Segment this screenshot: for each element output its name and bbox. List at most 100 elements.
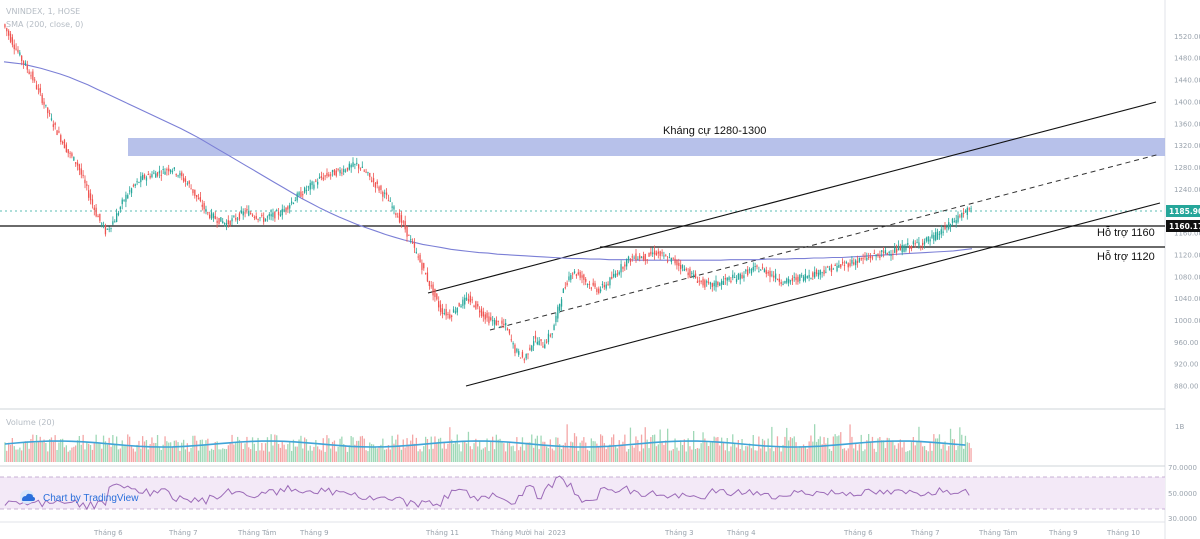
volume-bar bbox=[650, 437, 652, 462]
candle-body bbox=[968, 208, 970, 210]
volume-bar bbox=[264, 443, 267, 462]
volume-bar bbox=[358, 440, 360, 462]
candle-body bbox=[940, 229, 942, 235]
volume-bar bbox=[143, 441, 146, 462]
volume-bar bbox=[76, 440, 79, 462]
volume-bar bbox=[551, 448, 553, 462]
volume-bar bbox=[519, 446, 522, 462]
candle-body bbox=[350, 164, 352, 168]
volume-bar bbox=[4, 442, 6, 462]
candle-body bbox=[17, 49, 19, 53]
candle-body bbox=[209, 214, 211, 218]
volume-bar bbox=[678, 450, 680, 462]
candle-body bbox=[242, 211, 244, 216]
candle-body bbox=[49, 113, 51, 115]
volume-bar bbox=[495, 434, 497, 462]
candle-body bbox=[326, 172, 328, 176]
volume-bar bbox=[73, 446, 75, 462]
candle-body bbox=[190, 188, 192, 190]
candle-body bbox=[936, 231, 939, 240]
candle-body bbox=[119, 207, 121, 210]
candle-body bbox=[320, 176, 322, 178]
candle-body bbox=[873, 253, 875, 254]
candle-body bbox=[134, 184, 136, 186]
candle-body bbox=[471, 299, 473, 301]
volume-axis-label: 1B bbox=[1175, 423, 1184, 431]
volume-bar bbox=[130, 446, 133, 462]
volume-bar bbox=[635, 436, 637, 462]
candle-body bbox=[52, 124, 54, 127]
volume-bar bbox=[505, 451, 507, 462]
candle-body bbox=[812, 272, 814, 277]
candle-body bbox=[6, 28, 8, 32]
candle-body bbox=[412, 242, 414, 244]
volume-bar bbox=[244, 443, 246, 462]
tradingview-watermark[interactable]: Chart by TradingView bbox=[20, 490, 139, 504]
candle-body bbox=[929, 239, 931, 242]
volume-bar bbox=[538, 449, 540, 462]
volume-bar bbox=[294, 446, 296, 462]
volume-bar bbox=[685, 451, 687, 462]
volume-bar bbox=[838, 435, 840, 462]
candle-body bbox=[588, 283, 591, 285]
candle-body bbox=[432, 284, 434, 296]
candle-body bbox=[344, 170, 347, 172]
volume-bar bbox=[197, 450, 200, 462]
volume-bar bbox=[821, 444, 823, 462]
candle-body bbox=[464, 297, 466, 305]
volume-bar bbox=[659, 429, 661, 462]
volume-bar bbox=[665, 440, 667, 462]
volume-bar bbox=[102, 435, 105, 462]
volume-bar bbox=[181, 442, 183, 462]
time-axis[interactable]: Tháng 6 Tháng 7 Tháng Tám Tháng 9 Tháng 11 Th… bbox=[93, 529, 1140, 537]
volume-bar bbox=[71, 447, 73, 462]
volume-bar bbox=[186, 443, 188, 462]
volume-bar bbox=[620, 444, 622, 462]
volume-bar bbox=[287, 444, 289, 462]
volume-bar bbox=[948, 446, 950, 462]
candle-body bbox=[34, 79, 36, 81]
volume-bar bbox=[447, 443, 449, 462]
candle-body bbox=[633, 257, 635, 259]
volume-bar bbox=[951, 439, 954, 462]
candle-body bbox=[611, 276, 613, 279]
candle-body bbox=[505, 323, 507, 326]
volume-bar bbox=[382, 438, 384, 462]
candle-body bbox=[627, 256, 630, 260]
candle-body bbox=[210, 212, 213, 219]
volume-bar bbox=[385, 449, 388, 462]
candle-body bbox=[127, 195, 129, 199]
volume-bar bbox=[516, 437, 518, 462]
candle-body bbox=[216, 220, 218, 223]
volume-bar bbox=[475, 438, 477, 462]
candle-body bbox=[426, 272, 429, 282]
candle-body bbox=[400, 215, 403, 223]
volume-bar bbox=[89, 445, 92, 462]
candle-body bbox=[117, 212, 120, 215]
volume-bar bbox=[352, 437, 354, 462]
candle-body bbox=[815, 269, 818, 275]
volume-bar bbox=[82, 434, 84, 462]
candle-body bbox=[959, 215, 961, 217]
candle-body bbox=[324, 175, 326, 177]
candle-body bbox=[488, 316, 490, 324]
candle-body bbox=[93, 207, 95, 210]
sma-200-line bbox=[3, 61, 973, 261]
candle-body bbox=[419, 254, 421, 263]
candle-body bbox=[970, 208, 972, 210]
volume-bar bbox=[47, 451, 49, 462]
candle-body bbox=[536, 341, 538, 345]
candle-body bbox=[97, 216, 99, 218]
candle-body bbox=[291, 201, 293, 204]
candle-body bbox=[147, 174, 149, 175]
candle-body bbox=[572, 273, 574, 275]
volume-bar bbox=[134, 451, 136, 462]
volume-bar bbox=[914, 445, 916, 462]
candle-body bbox=[724, 278, 726, 280]
volume-bar bbox=[884, 448, 887, 462]
candle-body bbox=[931, 234, 933, 238]
candle-body bbox=[196, 195, 198, 198]
volume-bar bbox=[335, 451, 337, 462]
volume-bar bbox=[827, 437, 829, 462]
